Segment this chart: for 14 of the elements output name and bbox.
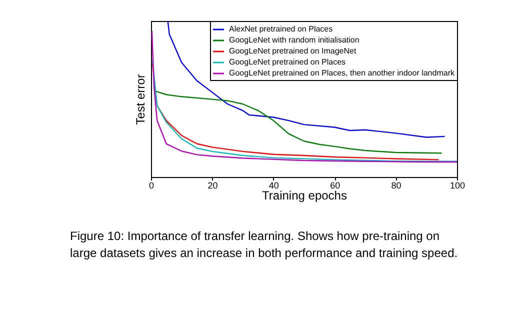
y-axis-title: Test error <box>134 74 148 125</box>
x-tick-label: 60 <box>330 180 340 190</box>
legend-label: GoogLeNet pretrained on ImageNet <box>229 46 357 56</box>
x-tick-label: 100 <box>450 180 466 190</box>
legend-label: GoogLeNet pretrained on Places <box>229 58 346 66</box>
x-tick-label: 80 <box>391 180 402 190</box>
legend-label: GoogLeNet pretrained on Places, then another indoor landmark <box>229 68 456 78</box>
legend-label: GoogLeNet with random initialisation <box>229 36 360 44</box>
x-tick-label: 40 <box>268 180 279 190</box>
legend-label: AlexNet pretrained on Places <box>229 24 333 34</box>
x-axis-title: Training epochs <box>262 188 347 202</box>
caption: Figure 10: Importance of transfer learning. Shows how pre-training on large datasets gives an increase in both performance and training speed. <box>70 229 458 260</box>
x-tick-label: 0 <box>148 180 154 190</box>
x-tick-label: 20 <box>208 180 218 190</box>
